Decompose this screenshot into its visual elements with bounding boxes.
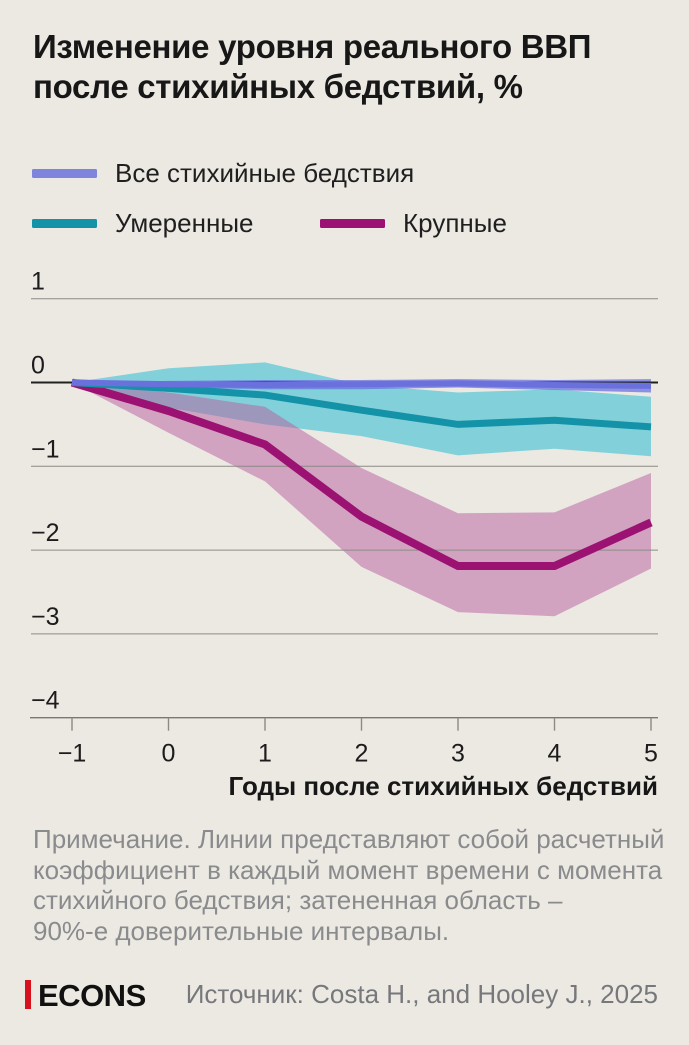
y-tick-label: 0: [31, 352, 45, 380]
legend-label-all-disasters: Все стихийные бедствия: [115, 158, 415, 188]
legend-item-all-disasters: Все стихийные бедствия: [32, 158, 414, 189]
chart-title-line2: после стихийных бедствий, %: [33, 68, 523, 105]
source-text: Источник: Costa H., and Hooley J., 2025: [185, 979, 658, 1009]
note-line: стихийного бедствия; затененная область …: [33, 885, 563, 915]
note: Примечание. Линии представляют собой рас…: [33, 824, 664, 946]
econs-logo: ECONS: [38, 978, 146, 1013]
y-tick-label: −1: [31, 435, 60, 463]
x-tick-label: 4: [548, 740, 562, 768]
note-line: коэффициент в каждый момент времени с мо…: [33, 854, 663, 885]
logo-accent-bar: [25, 980, 31, 1009]
x-tick-label: 2: [355, 740, 369, 768]
legend-label-moderate: Умеренные: [115, 208, 254, 238]
note-line: 90%-е доверительные интервалы.: [33, 915, 450, 946]
x-tick-label: 0: [162, 740, 176, 768]
series-line-large: [70, 378, 653, 571]
y-tick-label: −4: [31, 687, 60, 715]
x-tick-label: 3: [451, 740, 465, 768]
series-line-all-disasters: [71, 379, 652, 389]
x-axis-title: Годы после стихийных бедствий: [228, 771, 659, 801]
legend-label-large: Крупные: [403, 208, 507, 238]
chart-title: Изменение уровня реального ВВП после сти…: [33, 27, 592, 107]
y-tick-label: −2: [31, 519, 60, 547]
chart-title-line1: Изменение уровня реального ВВП: [33, 28, 592, 65]
y-tick-label: 1: [31, 270, 45, 296]
ci-band-large: [72, 382, 651, 617]
legend-item-moderate: Умеренные: [32, 208, 253, 239]
series-line-moderate: [71, 379, 652, 431]
x-tick-label: 5: [644, 740, 658, 768]
legend-swatch-all-disasters: [32, 169, 97, 178]
legend-swatch-moderate: [32, 219, 97, 228]
y-tick-label: −3: [31, 603, 60, 631]
x-tick-label: 1: [258, 740, 272, 768]
x-tick-label: −1: [58, 740, 87, 768]
legend-swatch-large: [320, 219, 385, 228]
legend-item-large: Крупные: [320, 208, 507, 239]
line-chart: 1 0 −1 −2 −3 −4 −1 0 1 2 3 4 5: [30, 270, 658, 768]
note-line: Примечание. Линии представляют собой рас…: [33, 824, 665, 854]
